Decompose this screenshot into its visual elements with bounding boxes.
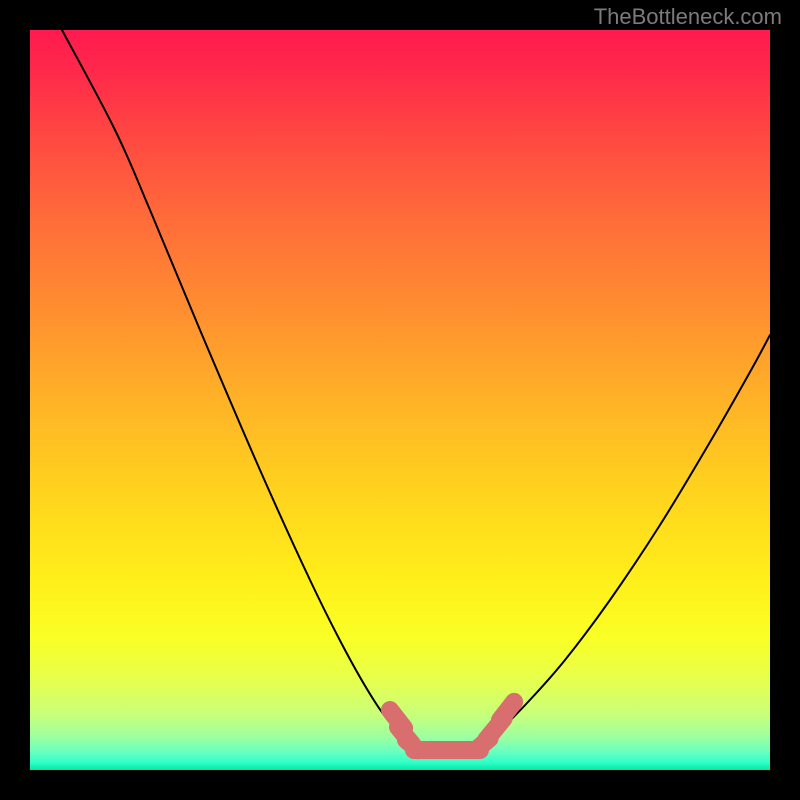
watermark-text: TheBottleneck.com [594, 4, 782, 30]
chart-stage: TheBottleneck.com [0, 0, 800, 800]
trough-highlight [0, 0, 800, 800]
